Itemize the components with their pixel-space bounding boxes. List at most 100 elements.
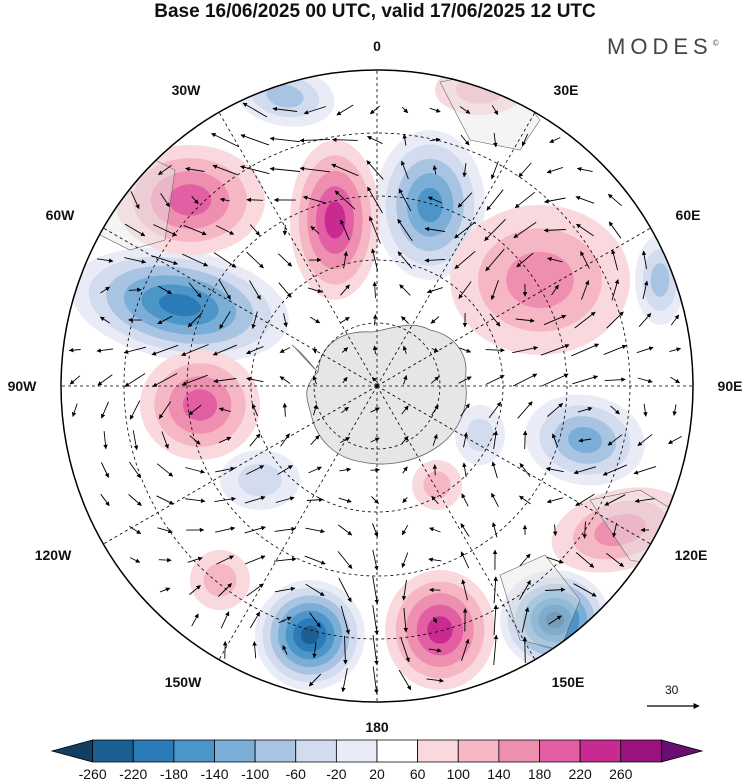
wind-vector: [185, 467, 206, 474]
wind-vector: [668, 436, 682, 444]
wind-vector: [218, 436, 232, 444]
wind-vector: [608, 221, 622, 239]
wind-vector: [610, 405, 620, 415]
wind-vector: [181, 344, 209, 357]
wind-vector: [485, 248, 505, 272]
wind-vector: [546, 166, 564, 174]
wind-vector: [580, 250, 590, 269]
wind-vector: [606, 553, 624, 567]
wind-vector: [372, 523, 379, 538]
wind-vector: [69, 375, 81, 385]
wind-vector: [249, 433, 261, 447]
wind-vector: [603, 344, 627, 356]
anomaly-contour: [266, 84, 304, 108]
wind-vector: [460, 134, 470, 146]
wind-vector: [513, 221, 537, 239]
wind-vector: [181, 374, 208, 386]
colorbar-swatch: [457, 739, 500, 763]
anomaly-contour: [300, 625, 320, 645]
wind-vector: [219, 311, 231, 329]
wind-vector: [249, 224, 261, 236]
wind-vector: [489, 313, 501, 327]
wind-vector: [573, 466, 597, 475]
wind-vector: [158, 401, 172, 419]
wind-vector: [607, 434, 623, 446]
wind-vector: [97, 374, 113, 386]
wind-vector: [308, 466, 322, 474]
colorbar-tick-label: 60: [409, 766, 426, 782]
wind-vector: [189, 435, 201, 445]
wind-vector: [96, 258, 114, 263]
wind-vector: [424, 258, 446, 263]
wind-vector: [574, 311, 596, 329]
wind-vector: [488, 401, 502, 419]
meridian-line: [376, 385, 651, 545]
wind-vector: [151, 344, 179, 356]
wind-vector: [549, 137, 561, 143]
wind-vector: [100, 286, 110, 294]
antarctica-landmass: [89, 70, 691, 651]
wind-vector: [366, 135, 383, 145]
wind-vector: [337, 551, 353, 569]
wind-vector: [312, 642, 317, 659]
lon-label-120e: 120E: [674, 547, 708, 563]
colorbar-swatch: [620, 739, 662, 763]
wind-vector: [493, 604, 498, 636]
wind-vector: [212, 164, 238, 176]
lon-label-120w: 120W: [34, 547, 72, 563]
wind-vector: [219, 280, 231, 300]
wind-vector: [571, 343, 600, 357]
wind-vector: [279, 376, 291, 384]
wind-vector: [213, 252, 237, 268]
wind-vector: [519, 553, 531, 567]
wind-vector: [641, 250, 648, 270]
colorbar-swatch: [50, 739, 94, 763]
colorbar-swatch: [498, 739, 540, 763]
wind-vector: [312, 346, 318, 354]
lon-label-150e: 150E: [551, 674, 585, 690]
wind-vector: [338, 577, 352, 603]
anomaly-contour: [427, 616, 453, 644]
wind-vector: [269, 136, 300, 143]
wind-vector: [100, 462, 110, 478]
colorbar-tick-label: 260: [609, 766, 633, 782]
wind-vector: [518, 162, 532, 178]
wind-vector: [402, 497, 408, 503]
wind-vector: [611, 249, 619, 271]
wind-vector: [602, 464, 628, 476]
wind-vector: [342, 376, 348, 384]
wind-vector: [372, 281, 377, 299]
wind-vector: [282, 645, 288, 655]
wind-vector: [372, 345, 378, 355]
wind-vector: [156, 463, 174, 477]
wind-vector: [429, 107, 441, 113]
wind-vector: [129, 400, 141, 420]
wind-vector: [552, 524, 558, 537]
wind-vector: [493, 634, 499, 665]
colorbar-swatch: [376, 739, 419, 763]
wind-vector: [546, 497, 564, 504]
wind-vector: [249, 280, 261, 300]
wind-vector: [273, 556, 297, 562]
wind-vector: [432, 464, 438, 476]
wind-vector: [402, 345, 408, 355]
wind-vector: [218, 407, 231, 413]
wind-vector: [493, 576, 498, 604]
wind-vector: [340, 284, 350, 296]
wind-vector: [242, 102, 268, 118]
colorbar-tick-label: 140: [487, 766, 511, 782]
wind-vector: [426, 287, 443, 294]
wind-vector: [160, 192, 170, 208]
wind-vector: [576, 167, 593, 173]
lon-label-90e: 90E: [717, 378, 743, 394]
wind-vector: [372, 605, 379, 636]
wind-vector: [545, 587, 566, 592]
wind-vector: [244, 495, 266, 504]
wind-vector: [371, 248, 379, 272]
wind-vector: [184, 498, 206, 504]
wind-vector: [371, 377, 379, 383]
wind-vector: [371, 496, 379, 504]
wind-vector: [96, 348, 114, 353]
wind-vector: [369, 105, 380, 115]
